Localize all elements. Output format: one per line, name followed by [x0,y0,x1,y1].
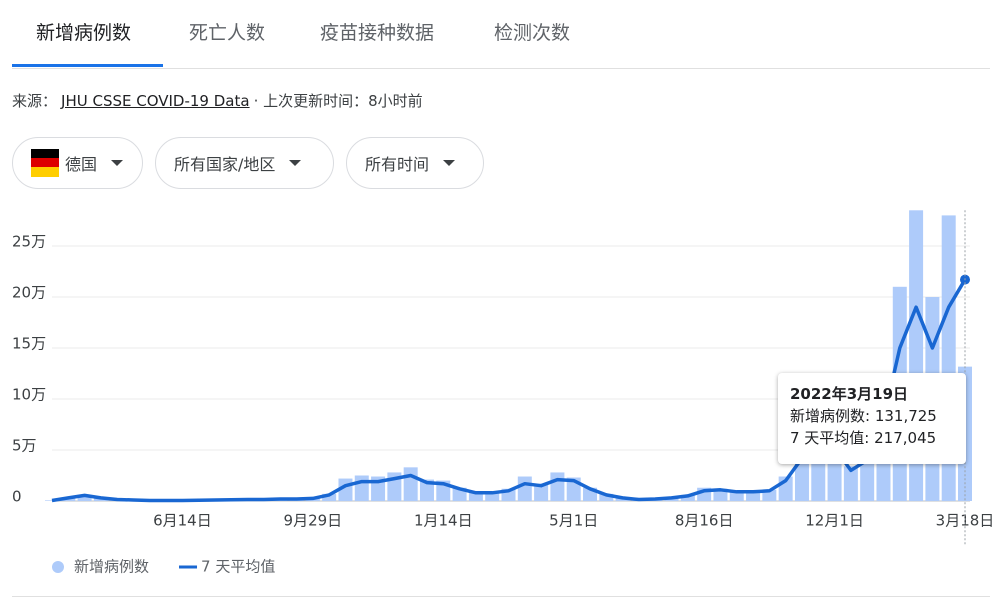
bar [860,454,875,501]
bar [468,491,483,501]
filter-label: 德国 [65,155,98,174]
legend-label: 新增病例数 [74,558,149,576]
bar [485,491,500,501]
y-tick-label: 0 [12,488,22,506]
y-tick-label: 25万 [12,233,46,251]
country-filter[interactable]: 德国 [12,137,143,189]
tab[interactable]: 死亡人数 [189,22,266,44]
source-line: 来源： JHU CSSE COVID-19 Data · 上次更新时间：8小时前 [12,90,423,111]
legend-label: 7 天平均值 [201,558,275,576]
tooltip-line: 7 天平均值: 217,045 [790,429,937,447]
tab-indicator [12,64,163,67]
y-tick-label: 10万 [12,386,46,404]
bar [680,494,695,501]
flag [31,149,59,177]
time-filter[interactable]: 所有时间 [346,137,484,189]
region-filter[interactable]: 所有国家/地区 [155,137,334,189]
filter-label: 所有时间 [365,155,430,174]
y-tick-label: 5万 [12,437,37,455]
x-tick-label: 5月1日 [549,512,598,530]
legend-swatch [52,561,64,573]
tooltip-line: 新增病例数: 131,725 [790,407,937,425]
tab[interactable]: 新增病例数 [36,22,132,44]
x-tick-label: 12月1日 [805,512,864,530]
bar [762,489,777,501]
divider [12,596,990,597]
bar [354,475,369,501]
source-suffix: · 上次更新时间：8小时前 [253,92,423,110]
x-tick-label: 3月18日 [936,512,995,530]
source-prefix: 来源： [12,92,58,110]
x-tick-label: 8月16日 [675,512,734,530]
bar [322,493,337,501]
y-tick-label: 15万 [12,335,46,353]
x-tick-label: 6月14日 [153,512,212,530]
x-tick-label: 9月29日 [284,512,343,530]
bar [729,490,744,501]
divider [12,68,990,69]
tab[interactable]: 疫苗接种数据 [320,22,435,44]
bar [534,483,549,501]
bar [599,493,614,501]
bar [419,479,434,501]
bar [403,467,418,501]
x-tick-label: 1月14日 [414,512,473,530]
source-link[interactable]: JHU CSSE COVID-19 Data [61,92,250,110]
filter-label: 所有国家/地区 [174,155,276,174]
bar [77,494,92,501]
bar [517,476,532,501]
bar [843,466,858,501]
tooltip-title: 2022年3月19日 [790,385,909,403]
bar [45,500,59,501]
tooltip: 2022年3月19日 新增病例数: 131,725 7 天平均值: 217,04… [778,373,966,464]
tab[interactable]: 检测次数 [494,22,571,44]
bar [746,490,761,501]
bar [550,472,565,501]
y-tick-label: 20万 [12,284,46,302]
